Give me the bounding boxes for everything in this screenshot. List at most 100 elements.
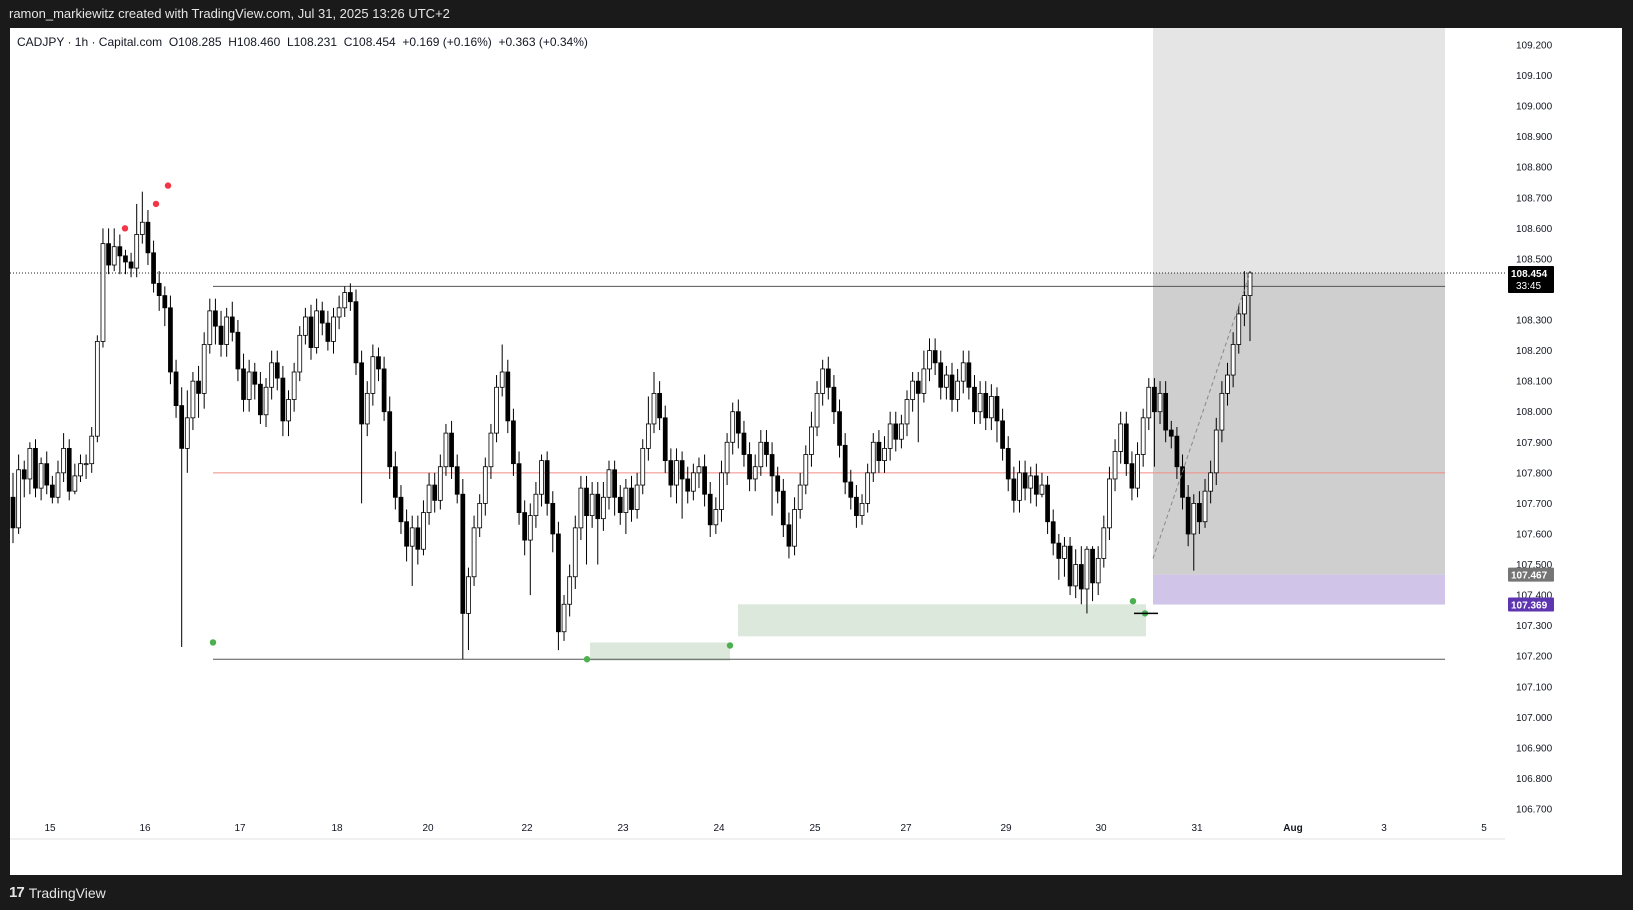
- candle-body: [128, 261, 134, 269]
- candle-body: [201, 344, 207, 394]
- candle-body: [1095, 558, 1101, 584]
- candle-body: [460, 493, 466, 614]
- candle-body: [983, 392, 989, 419]
- candle-body: [1045, 484, 1050, 523]
- candle-body: [988, 396, 994, 419]
- candle-body: [865, 472, 871, 504]
- candle-body: [595, 493, 601, 520]
- candle-body: [184, 417, 190, 449]
- candle-body: [1174, 435, 1180, 468]
- legend-high: H108.460: [228, 35, 281, 49]
- candle-body: [454, 466, 460, 495]
- candle-body: [938, 362, 944, 388]
- candle-body: [381, 368, 387, 413]
- candle-body: [752, 466, 758, 480]
- candle-body: [173, 371, 179, 407]
- candle-body: [527, 515, 533, 541]
- candle-body: [1140, 417, 1146, 455]
- price-tick-label: 107.500: [1516, 560, 1553, 571]
- candle-body: [1135, 454, 1140, 489]
- candle-body: [78, 463, 83, 477]
- price-tick-label: 107.100: [1516, 682, 1553, 693]
- candle-body: [1028, 475, 1034, 489]
- footer-bar: 17 TradingView: [0, 875, 1633, 910]
- legend-change-alt: +0.363 (+0.34%): [498, 35, 588, 49]
- tradingview-logo-icon[interactable]: 17: [9, 884, 25, 901]
- candle-body: [764, 441, 769, 455]
- candle-body: [617, 496, 623, 513]
- candle-body: [218, 325, 224, 345]
- demand-zone-1: [590, 642, 730, 661]
- candle-body: [1112, 451, 1118, 480]
- candle-body: [252, 371, 258, 385]
- candle-body: [842, 444, 848, 483]
- candle-body: [370, 356, 376, 394]
- time-tick-label: Aug: [1283, 823, 1302, 834]
- time-tick-label: 17: [234, 823, 246, 834]
- candle-body: [83, 463, 89, 466]
- candle-body: [741, 432, 747, 455]
- candle-body: [258, 383, 263, 416]
- candle-body: [44, 463, 50, 486]
- candle-body: [646, 423, 651, 449]
- time-tick-label: 31: [1191, 823, 1203, 834]
- candle-body: [353, 301, 359, 364]
- candle-body: [601, 496, 606, 520]
- candle-body: [494, 386, 499, 434]
- tradingview-brand[interactable]: TradingView: [28, 884, 106, 901]
- candle-body: [780, 490, 786, 526]
- candle-body: [915, 380, 921, 394]
- candle-body: [848, 481, 854, 498]
- candle-body: [1202, 490, 1208, 523]
- candle-body: [21, 469, 27, 480]
- candle-body: [1078, 564, 1084, 590]
- candle-body: [162, 295, 168, 309]
- candle-body: [972, 386, 977, 413]
- candle-body: [803, 454, 809, 486]
- swing-high-marker: [121, 225, 129, 232]
- candle-body: [319, 310, 325, 324]
- candle-body: [966, 362, 972, 388]
- candle-body: [331, 316, 336, 342]
- candle-body: [1101, 527, 1107, 559]
- candle-body: [1017, 472, 1022, 501]
- candle-body: [196, 380, 201, 394]
- candle-body: [623, 487, 629, 513]
- candle-body: [426, 484, 432, 513]
- candle-body: [482, 466, 488, 504]
- chart-pane[interactable]: 109.200 109.100 109.000 108.900 108.800 108.7…: [10, 28, 1622, 875]
- candle-body: [263, 386, 269, 416]
- attribution-text: ramon_markiewitz created with TradingVie…: [9, 6, 450, 21]
- time-tick-label: 22: [521, 823, 533, 834]
- price-tick-label: 107.700: [1516, 499, 1553, 510]
- level-a-label: 107.467: [1511, 571, 1548, 582]
- candle-body: [994, 396, 1000, 422]
- chart-canvas[interactable]: 109.200 109.100 109.000 108.900 108.800 108.7…: [10, 28, 1622, 875]
- time-tick-label: 16: [139, 823, 151, 834]
- target-zone: [1153, 272, 1445, 575]
- candle-body: [151, 252, 156, 284]
- candle-body: [1084, 548, 1090, 590]
- candle-body: [629, 487, 634, 510]
- candle-body: [347, 292, 353, 303]
- candle-body: [342, 292, 348, 309]
- price-tick-label: 108.900: [1516, 132, 1553, 143]
- candle-body: [398, 496, 404, 523]
- candle-body: [1011, 478, 1017, 501]
- candle-body: [269, 362, 275, 388]
- candle-body: [207, 310, 213, 345]
- candle-body: [516, 463, 522, 513]
- candle-body: [685, 478, 691, 492]
- candle-body: [1050, 521, 1056, 544]
- price-tick-label: 108.200: [1516, 346, 1553, 357]
- candle-body: [38, 463, 44, 489]
- candle-body: [1180, 466, 1185, 498]
- time-tick-label: 18: [331, 823, 343, 834]
- candle-body: [179, 405, 185, 449]
- candle-body: [274, 362, 280, 379]
- candle-body: [702, 466, 707, 495]
- candle-body: [589, 493, 595, 517]
- price-tick-label: 109.100: [1516, 71, 1553, 82]
- candle-body: [634, 484, 640, 510]
- candle-body: [893, 423, 899, 440]
